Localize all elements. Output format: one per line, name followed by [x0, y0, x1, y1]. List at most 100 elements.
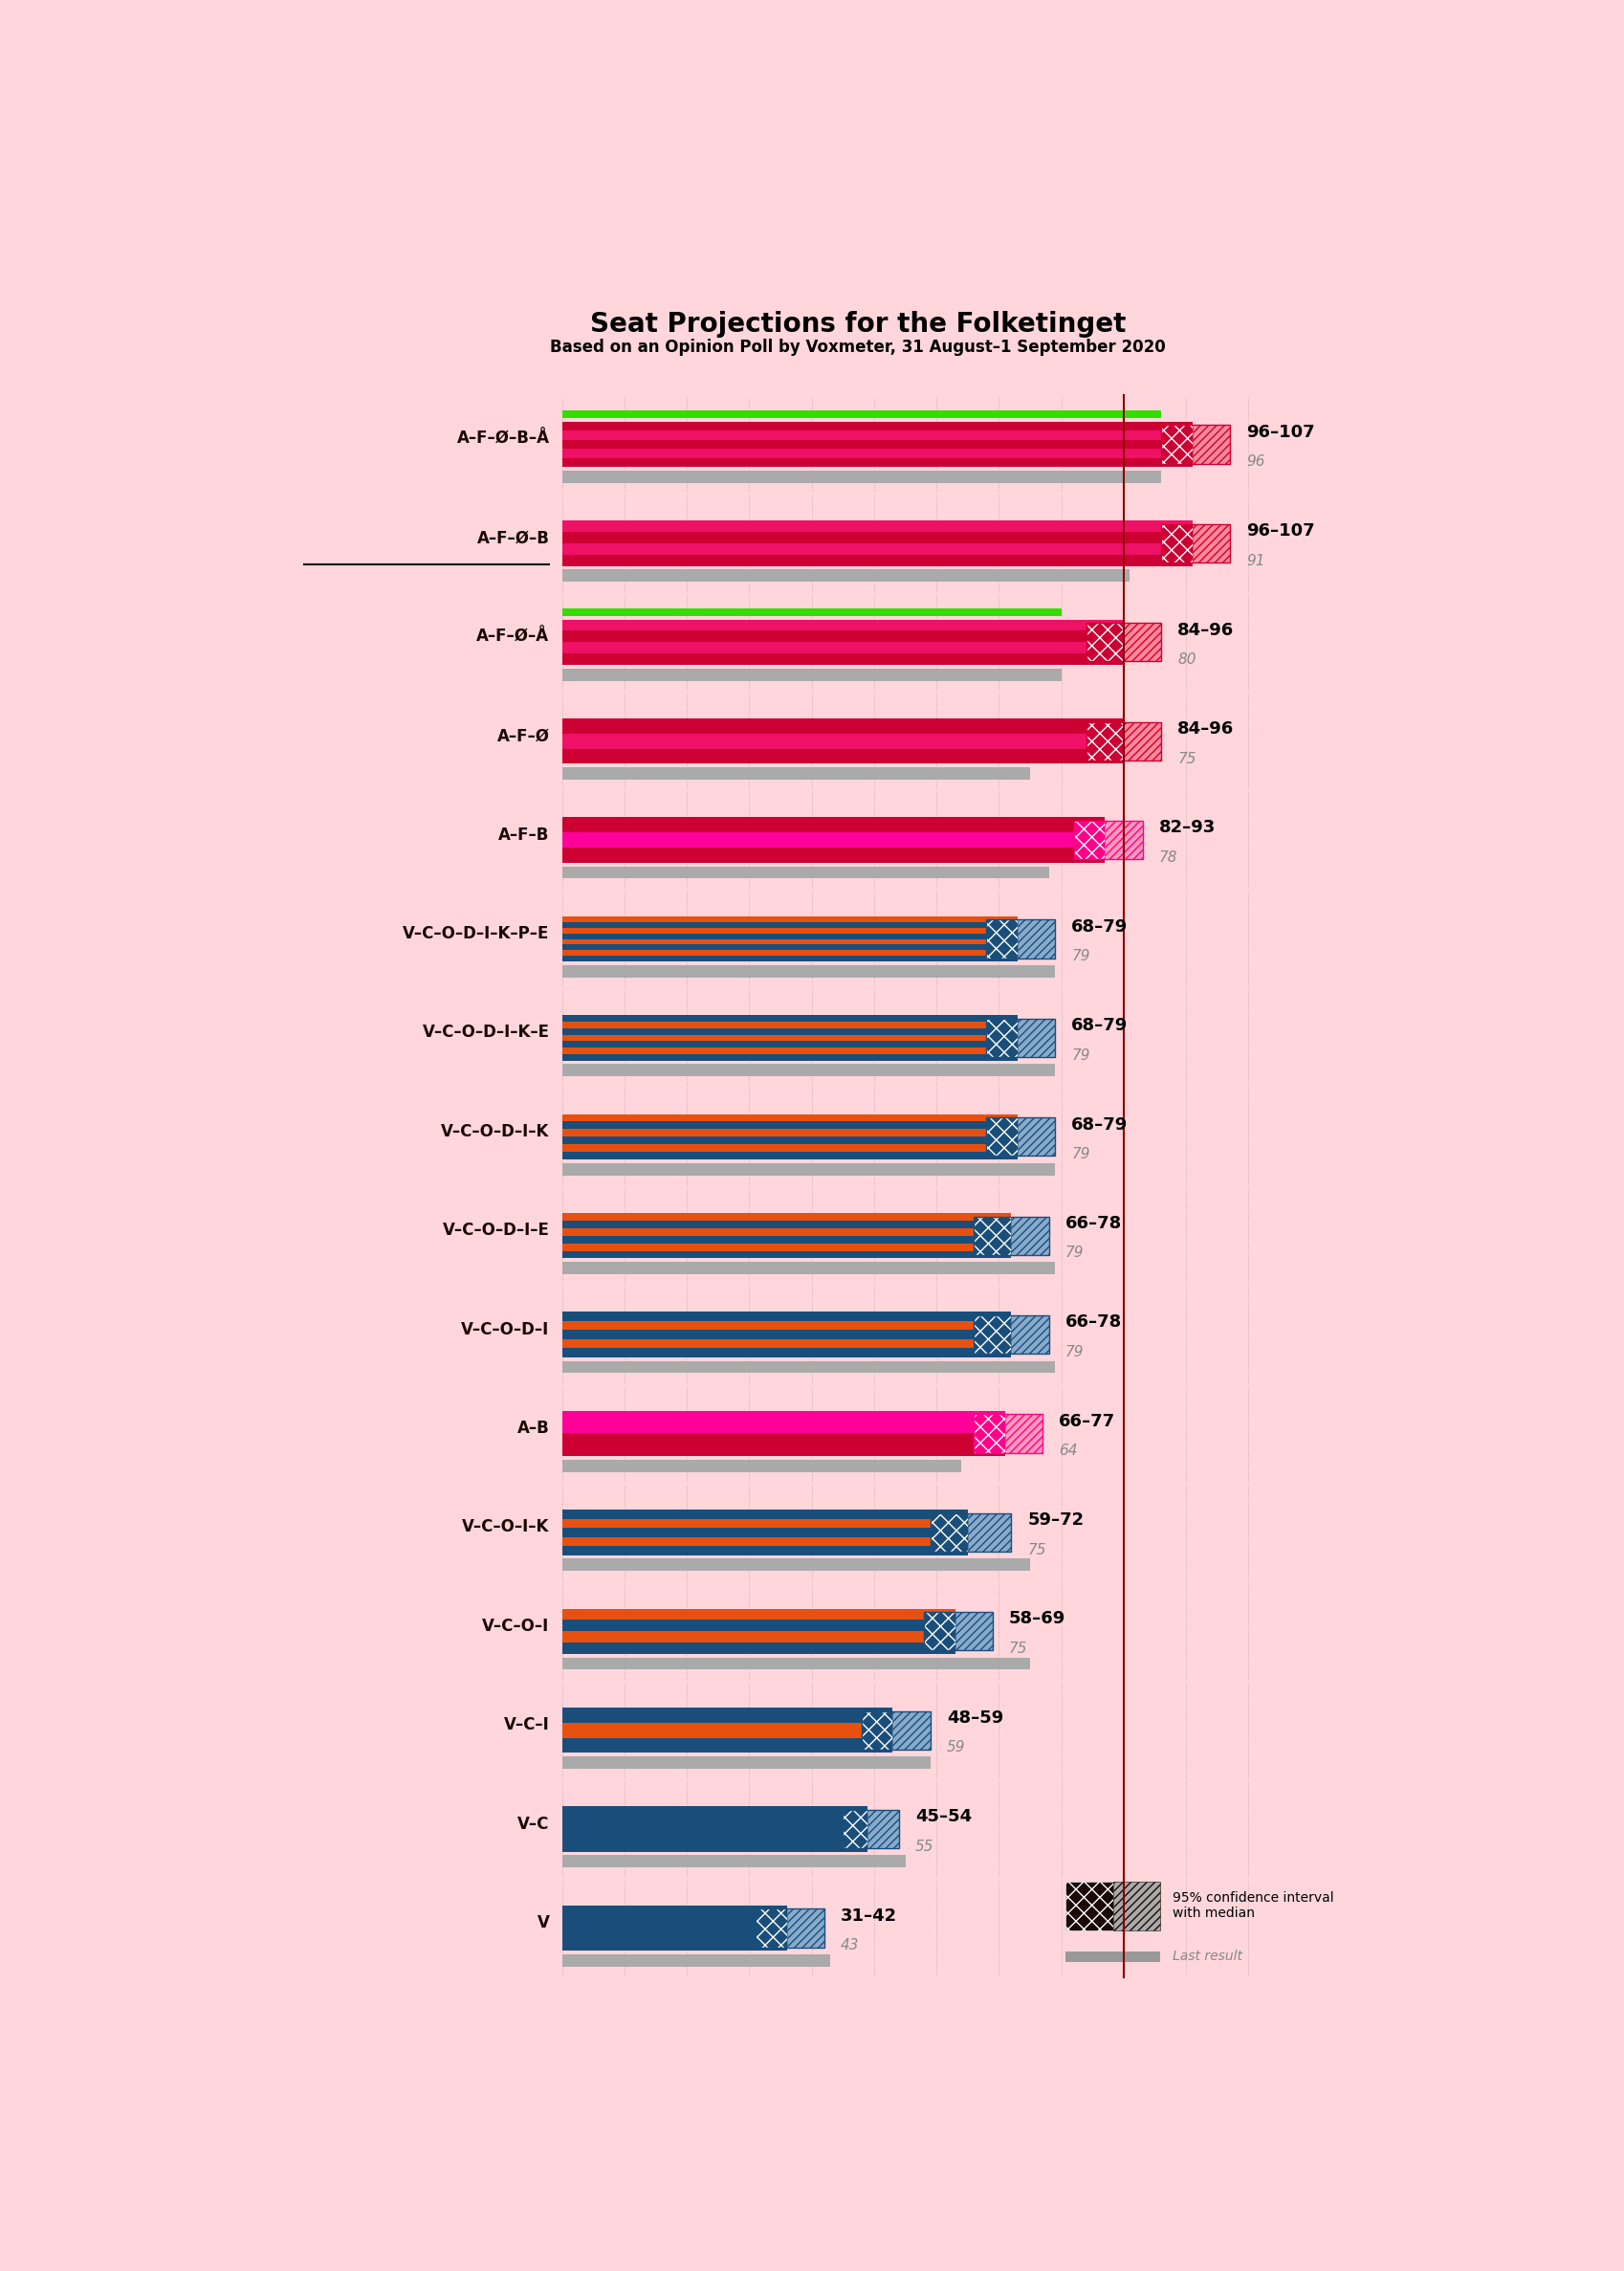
Bar: [562, 1510, 968, 1519]
Text: 79: 79: [1070, 1049, 1090, 1063]
Bar: [562, 459, 1192, 468]
Bar: [562, 1905, 786, 1951]
Bar: [562, 1029, 1017, 1036]
Text: V–C–O–I: V–C–O–I: [482, 1617, 549, 1635]
Text: 95% confidence interval
with median: 95% confidence interval with median: [1173, 1892, 1333, 1921]
Bar: [562, 1737, 892, 1753]
Text: V–C–O–D–I–K: V–C–O–D–I–K: [440, 1122, 549, 1140]
Bar: [562, 833, 1104, 847]
Bar: [562, 520, 1192, 531]
Bar: [562, 1040, 1017, 1047]
Bar: [562, 1122, 1017, 1129]
Bar: [861, 1710, 929, 1749]
Bar: [562, 609, 1060, 615]
Bar: [1017, 1020, 1054, 1056]
Bar: [562, 1410, 1005, 1433]
Bar: [562, 1115, 1017, 1122]
Bar: [562, 1340, 1010, 1349]
Bar: [1065, 1951, 1160, 1962]
Bar: [755, 1910, 823, 1946]
Text: 45–54: 45–54: [914, 1808, 971, 1826]
Bar: [1192, 525, 1229, 563]
Text: 82–93: 82–93: [1158, 820, 1215, 836]
Bar: [562, 1331, 1010, 1340]
Bar: [562, 1220, 1010, 1229]
Bar: [562, 1460, 961, 1472]
Bar: [562, 1054, 1017, 1061]
Text: V–C–I: V–C–I: [503, 1717, 549, 1733]
Bar: [755, 1910, 786, 1946]
Bar: [1161, 525, 1229, 563]
Text: 68–79: 68–79: [1070, 1115, 1127, 1133]
Bar: [562, 1145, 1017, 1151]
Bar: [562, 411, 1161, 418]
Bar: [562, 1519, 968, 1528]
Text: 79: 79: [1070, 1147, 1090, 1160]
Bar: [1112, 1880, 1160, 1930]
Bar: [562, 1251, 1010, 1258]
Bar: [562, 865, 1047, 879]
Text: 58–69: 58–69: [1009, 1610, 1065, 1628]
Bar: [1017, 920, 1054, 958]
Text: 96–107: 96–107: [1246, 522, 1314, 540]
Bar: [562, 1322, 1010, 1331]
Bar: [986, 1020, 1054, 1056]
Bar: [562, 1433, 1005, 1456]
Text: 66–77: 66–77: [1059, 1413, 1114, 1431]
Bar: [955, 1612, 992, 1651]
Bar: [867, 1810, 898, 1849]
Bar: [562, 654, 1124, 665]
Text: A–B: A–B: [516, 1419, 549, 1438]
Text: Last result: Last result: [1173, 1951, 1242, 1962]
Bar: [973, 1217, 1010, 1256]
Bar: [968, 1512, 1010, 1551]
Bar: [1124, 722, 1161, 761]
Bar: [562, 531, 1192, 543]
Text: 96–107: 96–107: [1246, 422, 1314, 441]
Bar: [1085, 722, 1124, 761]
Text: V–C–O–D–I–E: V–C–O–D–I–E: [442, 1222, 549, 1240]
Bar: [562, 1022, 1017, 1029]
Bar: [973, 1415, 1043, 1453]
Bar: [1192, 425, 1229, 463]
Bar: [562, 938, 1017, 945]
Bar: [562, 1151, 1017, 1160]
Bar: [562, 1235, 1010, 1242]
Bar: [562, 1360, 1054, 1374]
Bar: [843, 1810, 867, 1849]
Bar: [562, 1828, 867, 1851]
Bar: [562, 1805, 867, 1828]
Bar: [562, 1015, 1017, 1022]
Bar: [562, 927, 1017, 933]
Bar: [562, 1047, 1017, 1054]
Bar: [562, 922, 1017, 927]
Text: 78: 78: [1158, 849, 1177, 865]
Bar: [929, 1512, 968, 1551]
Bar: [1005, 1415, 1043, 1453]
Text: V: V: [538, 1914, 549, 1930]
Text: 59–72: 59–72: [1026, 1512, 1083, 1528]
Bar: [562, 847, 1104, 863]
Bar: [1085, 722, 1161, 761]
Bar: [1010, 1315, 1047, 1354]
Bar: [562, 1263, 1054, 1274]
Bar: [973, 1415, 1005, 1453]
Bar: [562, 933, 1017, 938]
Bar: [562, 668, 1060, 681]
Bar: [986, 920, 1054, 958]
Bar: [562, 1619, 955, 1631]
Bar: [562, 1242, 1010, 1251]
Bar: [1161, 525, 1192, 563]
Bar: [562, 1036, 1017, 1040]
Bar: [562, 734, 1124, 749]
Bar: [562, 643, 1124, 654]
Bar: [929, 1512, 1010, 1551]
Bar: [1010, 1217, 1047, 1256]
Bar: [986, 1117, 1054, 1156]
Text: A–F–B: A–F–B: [499, 827, 549, 843]
Bar: [1073, 820, 1104, 858]
Bar: [562, 441, 1192, 450]
Text: 55: 55: [914, 1840, 934, 1853]
Bar: [562, 1642, 955, 1653]
Bar: [1104, 820, 1142, 858]
